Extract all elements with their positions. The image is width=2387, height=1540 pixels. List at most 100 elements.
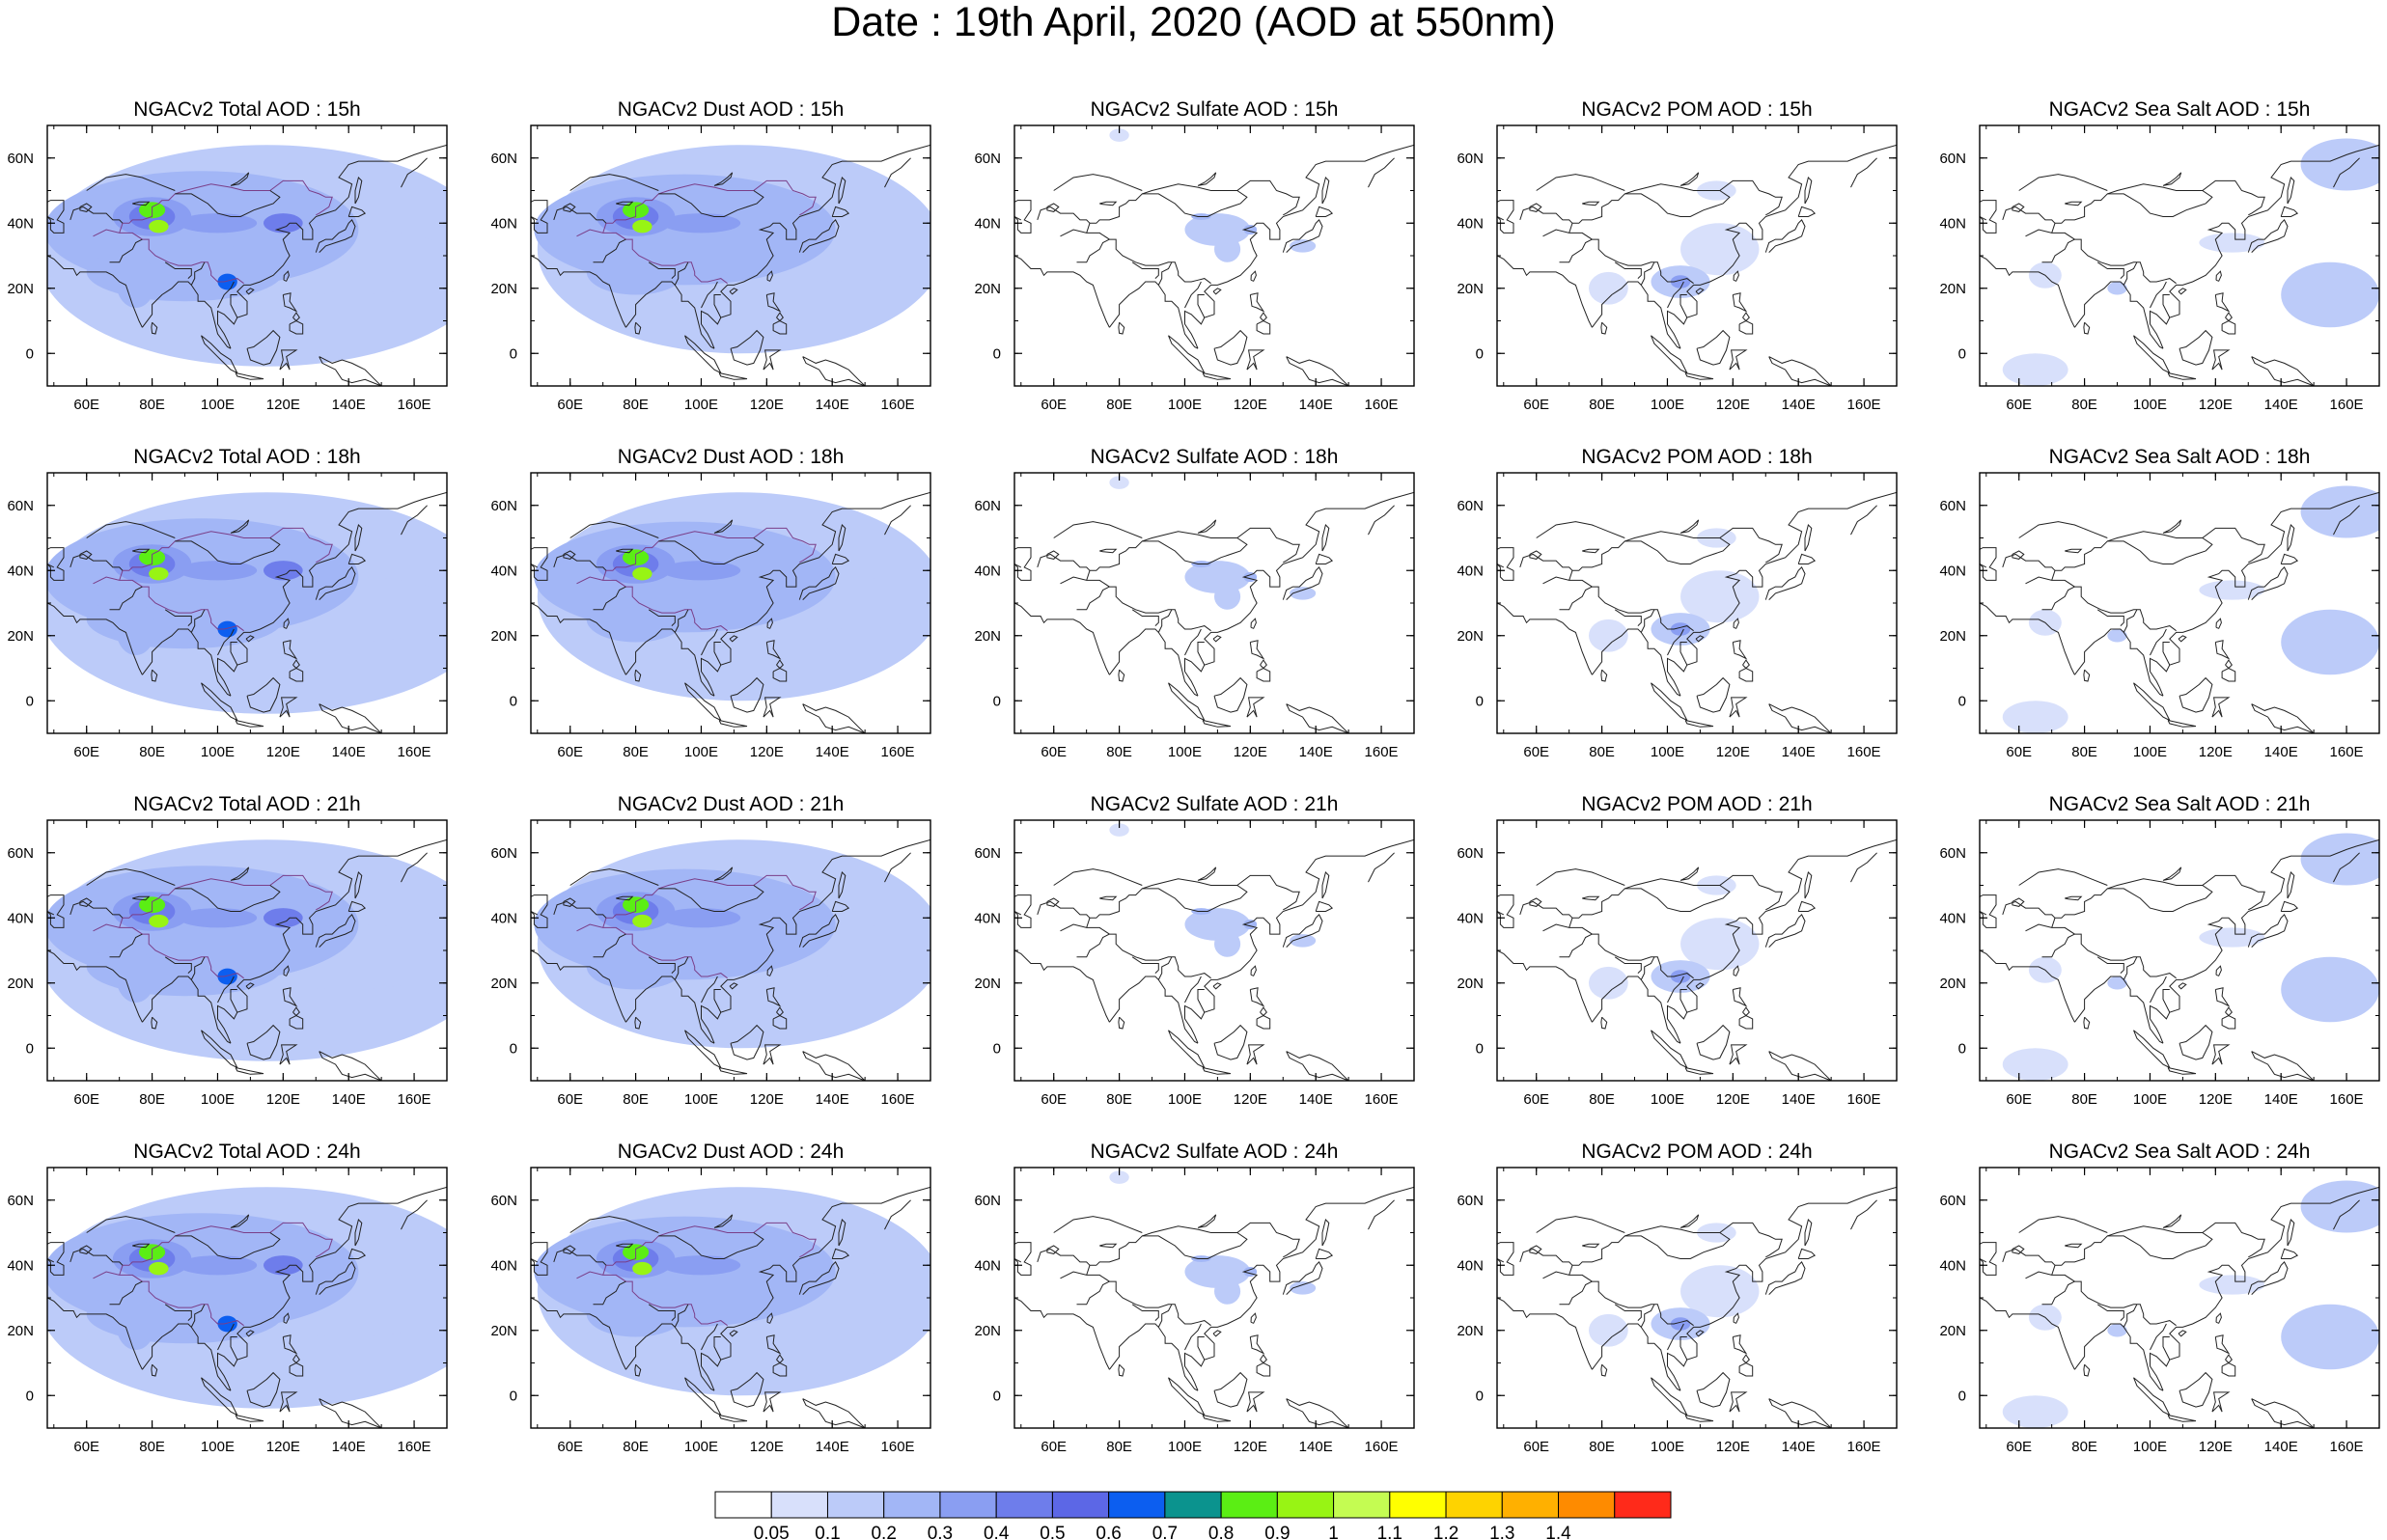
coastline [1184, 1186, 1414, 1391]
coastline [602, 874, 817, 928]
lon-tick-label: 100E [1168, 1439, 1202, 1455]
coastline [246, 329, 281, 366]
panel-title: NGACv2 POM AOD : 18h [1581, 446, 1812, 468]
map-panel-dust-18h: NGACv2 Dust AOD : 18h 60E 80E 100E 120E 140E 1… [490, 446, 931, 760]
coastline [684, 682, 722, 722]
coastline [1732, 1334, 1748, 1355]
coastline [47, 911, 55, 916]
coastline [1202, 372, 1232, 380]
coastline [1733, 1312, 1739, 1324]
coastline [1184, 976, 1202, 1004]
coastline [79, 550, 93, 560]
coastline [2065, 1243, 2083, 1249]
coastline [625, 1323, 715, 1391]
lat-tick-label: 0 [26, 1388, 34, 1404]
coastline [763, 1391, 782, 1413]
lat-tick-label: 60N [1939, 1193, 1966, 1209]
coastline [569, 521, 659, 538]
aod-field-region [1214, 930, 1241, 957]
colorbar-swatch [1051, 1491, 1110, 1519]
lon-tick-label: 160E [2330, 1091, 2364, 1108]
coastline [1168, 682, 1206, 722]
coastline [2225, 312, 2233, 322]
coastline [713, 1336, 722, 1361]
coastline [1640, 1304, 1655, 1328]
coastline [1804, 524, 1813, 552]
lon-tick-label: 80E [1589, 1091, 1615, 1108]
panel-title: NGACv2 Sulfate AOD : 24h [1091, 1141, 1339, 1163]
lat-tick-label: 20N [974, 1323, 1001, 1339]
aod-field-region [1184, 561, 1251, 593]
coastline [1980, 949, 2075, 1023]
coastline [1046, 550, 1060, 560]
lat-tick-label: 40N [1939, 1257, 1966, 1274]
coastline [648, 956, 676, 974]
coastline [1667, 1186, 1897, 1391]
coastline [1980, 255, 2075, 328]
coastline [1742, 1006, 1750, 1017]
coastline [1651, 1377, 1688, 1416]
coastline [1733, 965, 1739, 976]
lon-tick-label: 100E [684, 1091, 718, 1108]
aod-field-region [2300, 485, 2379, 538]
coastline [1764, 914, 1806, 948]
coastline [1202, 720, 1232, 728]
coastline [1037, 553, 1091, 571]
map-panel-pom-24h: NGACv2 POM AOD : 24h 60E 80E 100E 120E 140E 16… [1457, 1141, 1898, 1455]
coastline [1624, 537, 1731, 564]
panel-title: NGACv2 Dust AOD : 21h [618, 793, 845, 815]
colorbar-swatch [1614, 1491, 1672, 1519]
map-panel-sulfate-18h: NGACv2 Sulfate AOD : 18h 60E 80E 100E 120E 14… [974, 446, 1415, 760]
coastline [69, 1248, 124, 1266]
coastline [292, 1006, 300, 1017]
coastline [1076, 1280, 1110, 1306]
coastline [634, 669, 642, 682]
map-panel-total-21h: NGACv2 Total AOD : 21h 60E 80E 100E 120E 140E… [7, 793, 448, 1108]
coastline [1768, 1051, 1832, 1081]
coastline [531, 1297, 626, 1370]
coastline [1640, 956, 1655, 980]
coastline [2179, 1024, 2213, 1060]
map-panel-sulfate-24h: NGACv2 Sulfate AOD : 24h 60E 80E 100E 120E 14… [974, 1141, 1415, 1455]
coastline [1168, 1377, 1206, 1416]
lon-tick-label: 120E [750, 1091, 784, 1108]
coastline [69, 900, 124, 919]
lon-tick-label: 60E [557, 1439, 583, 1455]
coastline [190, 261, 206, 286]
coastline [2211, 349, 2231, 371]
lat-tick-label: 40N [974, 910, 1001, 926]
coastline [1086, 527, 1300, 581]
coastline [1099, 1243, 1118, 1249]
coastline [279, 697, 298, 718]
coastline [1250, 270, 1257, 282]
lat-tick-label: 20N [490, 628, 517, 645]
coastline [1797, 553, 1817, 564]
coastline [1213, 676, 1248, 713]
coastline [553, 206, 607, 224]
lon-tick-label: 100E [201, 744, 235, 760]
lon-tick-label: 140E [1299, 397, 1333, 413]
lon-tick-label: 140E [332, 397, 366, 413]
coastline [701, 1186, 930, 1391]
coastline [1667, 839, 1897, 1044]
lon-tick-label: 120E [266, 744, 300, 760]
coastline [1695, 288, 1705, 295]
coastline [1014, 949, 1110, 1023]
coastline [713, 866, 734, 881]
coastline [2280, 1248, 2299, 1259]
coastline [569, 174, 659, 191]
lon-tick-label: 60E [557, 397, 583, 413]
coastline [230, 989, 238, 1013]
coastline [201, 682, 238, 722]
colorbar-label: 0.2 [871, 1524, 896, 1540]
coastline [319, 356, 382, 386]
coastline [1282, 219, 1323, 253]
coastline [701, 976, 718, 1004]
coastline [713, 172, 734, 186]
coastline [729, 635, 738, 643]
coastline [1368, 157, 1395, 188]
coastline [1679, 1214, 1700, 1228]
lon-tick-label: 80E [139, 1439, 165, 1455]
colorbar-label: 0.7 [1152, 1524, 1178, 1540]
coastline [1797, 1248, 1817, 1259]
